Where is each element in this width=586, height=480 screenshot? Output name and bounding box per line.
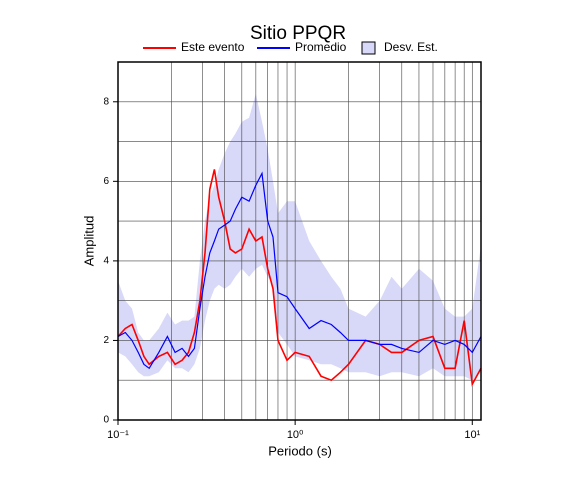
- std-band: [118, 93, 481, 381]
- x-tick-label: 10⁰: [287, 429, 304, 441]
- legend-label: Promedio: [295, 40, 347, 54]
- legend-swatch: [361, 41, 376, 55]
- series-line: [117, 171, 482, 370]
- legend-label: Este evento: [181, 40, 245, 54]
- plot-frame: [117, 61, 482, 421]
- y-axis-label: Amplitud: [81, 216, 96, 267]
- y-tick-label: 0: [103, 415, 109, 426]
- x-tick-label: 10¹: [464, 429, 480, 441]
- series-line: [117, 169, 482, 387]
- x-tick-label: 10⁻¹: [107, 429, 129, 441]
- y-tick-label: 4: [103, 256, 109, 267]
- legend-label: Desv. Est.: [384, 40, 438, 54]
- y-tick-label: 8: [103, 96, 109, 107]
- y-tick-label: 2: [103, 335, 109, 346]
- y-tick-label: 6: [103, 176, 109, 187]
- chart-title: Sitio PPQR: [250, 23, 346, 44]
- x-axis-label: Periodo (s): [268, 443, 332, 458]
